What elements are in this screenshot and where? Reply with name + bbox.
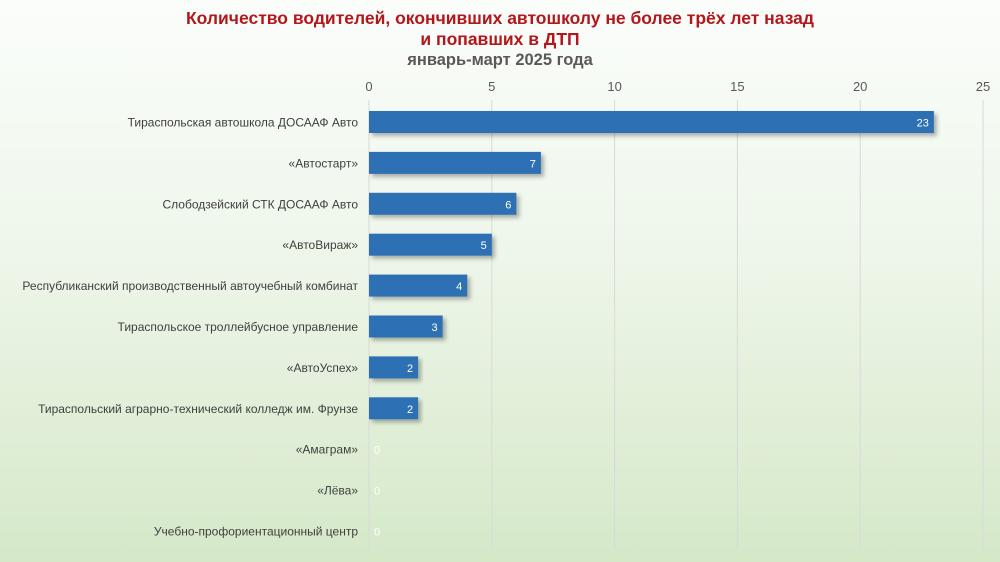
category-label: «АвтоВираж» — [282, 238, 358, 252]
x-tick-label: 0 — [365, 79, 372, 94]
category-label: Учебно-профориентационный центр — [154, 525, 358, 539]
chart-title-line-2: и попавших в ДТП — [420, 29, 580, 49]
bars — [369, 111, 934, 420]
category-label: «Лёва» — [317, 484, 358, 498]
category-label: Тираспольское троллейбусное управление — [118, 320, 359, 334]
bar — [369, 397, 419, 420]
bar — [369, 111, 934, 133]
data-label: 6 — [505, 199, 511, 211]
chart-title: Количество водителей, окончивших автошко… — [0, 8, 1000, 70]
bar — [369, 233, 492, 256]
x-tick-label: 25 — [976, 79, 990, 94]
x-tick-label: 5 — [488, 79, 495, 94]
data-labels: 23 7 6 5 4 3 2 2 0 0 0 — [374, 118, 929, 539]
category-label: Республиканский производственный автоуче… — [22, 279, 358, 293]
bar — [369, 356, 419, 379]
chart-subtitle: январь-март 2025 года — [407, 51, 593, 69]
category-label: «АвтоУспех» — [287, 361, 359, 375]
data-label: 0 — [374, 445, 380, 457]
bar — [369, 192, 517, 215]
data-label: 2 — [407, 404, 413, 416]
data-label: 7 — [530, 158, 536, 170]
bar — [369, 315, 443, 338]
category-label: «Амаграм» — [296, 443, 359, 457]
chart-title-line-1: Количество водителей, окончивших автошко… — [185, 8, 815, 28]
data-label: 4 — [456, 281, 462, 293]
category-label: «Автостарт» — [289, 156, 359, 170]
data-label: 5 — [481, 240, 487, 252]
category-labels: Тираспольская автошкола ДОСААФ Авто «Авто… — [22, 116, 358, 539]
data-label: 23 — [917, 118, 929, 130]
x-tick-label: 15 — [730, 79, 744, 94]
data-label: 0 — [374, 527, 380, 539]
bar — [369, 274, 468, 297]
x-tick-label: 10 — [607, 79, 621, 94]
x-tick-label: 20 — [853, 79, 867, 94]
category-label: Тираспольская автошкола ДОСААФ Авто — [128, 116, 359, 130]
bar — [369, 151, 541, 174]
data-label: 0 — [374, 486, 380, 498]
x-axis-ticks: 0 5 10 15 20 25 — [365, 79, 990, 94]
data-label: 3 — [432, 322, 438, 334]
category-label: Тираспольский аграрно-технический коллед… — [38, 402, 358, 416]
category-label: Слободзейский СТК ДОСААФ Авто — [163, 197, 359, 211]
data-label: 2 — [407, 363, 413, 375]
